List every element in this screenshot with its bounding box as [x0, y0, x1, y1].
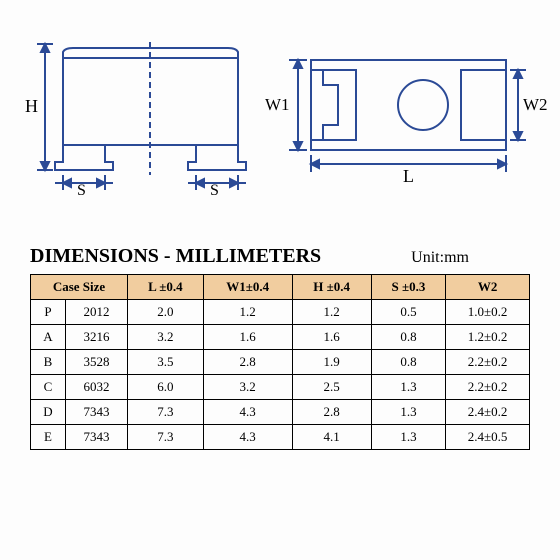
cell: 3.5: [128, 350, 204, 375]
cell: 6032: [66, 375, 128, 400]
cell: 0.8: [371, 350, 446, 375]
cell: 0.8: [371, 325, 446, 350]
cell: 3.2: [203, 375, 292, 400]
col-header: Case Size: [31, 275, 128, 300]
cell: 1.0±0.2: [446, 300, 530, 325]
label-S1: S: [77, 182, 86, 195]
table-title: DIMENSIONS - MILLIMETERS: [30, 245, 321, 268]
label-S2: S: [210, 182, 219, 195]
col-header: H ±0.4: [292, 275, 371, 300]
cell: 1.9: [292, 350, 371, 375]
cell: 3216: [66, 325, 128, 350]
cell: 2.2±0.2: [446, 375, 530, 400]
label-W1: W1: [265, 95, 290, 114]
cell: 1.2±0.2: [446, 325, 530, 350]
table-row: A32163.21.61.60.81.2±0.2: [31, 325, 530, 350]
cell: 4.3: [203, 400, 292, 425]
side-view-drawing: H S S: [13, 30, 258, 195]
cell: 7.3: [128, 425, 204, 450]
cell: 2.8: [292, 400, 371, 425]
cell: 1.3: [371, 425, 446, 450]
cell: 2.8: [203, 350, 292, 375]
cell: 7343: [66, 400, 128, 425]
col-header: L ±0.4: [128, 275, 204, 300]
cell: 1.3: [371, 375, 446, 400]
col-header: W2: [446, 275, 530, 300]
table-row: C60326.03.22.51.32.2±0.2: [31, 375, 530, 400]
col-header: W1±0.4: [203, 275, 292, 300]
cell: 3528: [66, 350, 128, 375]
table-row: D73437.34.32.81.32.4±0.2: [31, 400, 530, 425]
unit-label: Unit:mm: [411, 249, 469, 267]
cell: 2.2±0.2: [446, 350, 530, 375]
cell: P: [31, 300, 66, 325]
top-view-drawing: W1 W2 L: [263, 30, 548, 195]
label-H: H: [25, 96, 38, 116]
cell: 2.0: [128, 300, 204, 325]
cell: C: [31, 375, 66, 400]
cell: 4.3: [203, 425, 292, 450]
table-row: E73437.34.34.11.32.4±0.5: [31, 425, 530, 450]
cell: 1.2: [292, 300, 371, 325]
cell: E: [31, 425, 66, 450]
cell: 0.5: [371, 300, 446, 325]
cell: A: [31, 325, 66, 350]
cell: 1.3: [371, 400, 446, 425]
cell: 7343: [66, 425, 128, 450]
label-W2: W2: [523, 95, 548, 114]
label-L: L: [403, 166, 414, 186]
cell: B: [31, 350, 66, 375]
cell: 2012: [66, 300, 128, 325]
cell: 2.5: [292, 375, 371, 400]
cell: 2.4±0.5: [446, 425, 530, 450]
col-header: S ±0.3: [371, 275, 446, 300]
dimensions-table: Case SizeL ±0.4W1±0.4H ±0.4S ±0.3W2 P201…: [30, 274, 530, 450]
cell: 7.3: [128, 400, 204, 425]
cell: 1.6: [292, 325, 371, 350]
cell: 6.0: [128, 375, 204, 400]
technical-drawings: H S S: [10, 30, 550, 195]
cell: 1.2: [203, 300, 292, 325]
table-row: B35283.52.81.90.82.2±0.2: [31, 350, 530, 375]
cell: 2.4±0.2: [446, 400, 530, 425]
cell: 3.2: [128, 325, 204, 350]
cell: 4.1: [292, 425, 371, 450]
cell: D: [31, 400, 66, 425]
cell: 1.6: [203, 325, 292, 350]
table-row: P20122.01.21.20.51.0±0.2: [31, 300, 530, 325]
